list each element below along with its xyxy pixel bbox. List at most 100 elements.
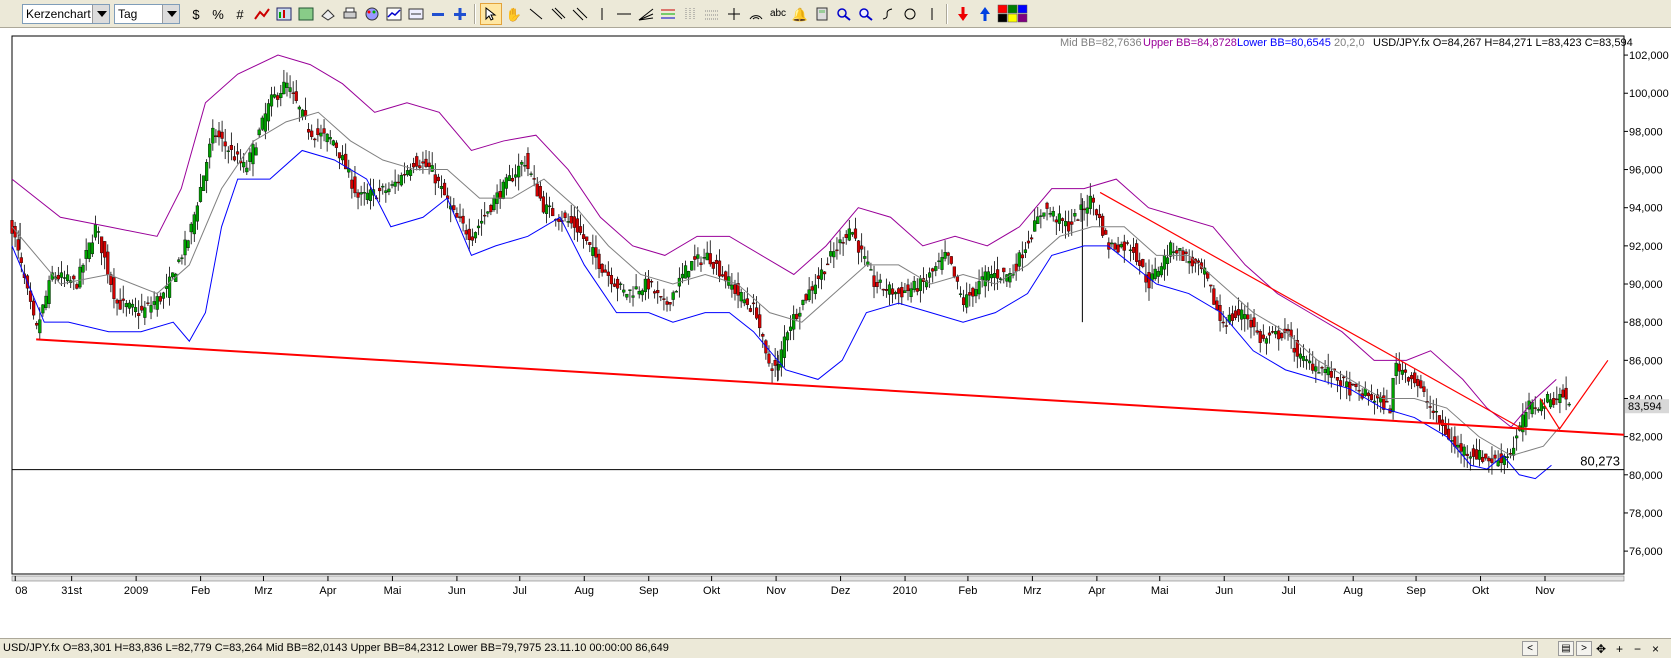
candle-up <box>476 225 481 229</box>
fan-lines-icon[interactable] <box>635 3 657 25</box>
candle-down <box>109 274 113 285</box>
candle-down <box>585 236 589 241</box>
currency-scale-icon[interactable]: $ <box>192 6 200 22</box>
chart-type-select[interactable]: Kerzenchart <box>22 4 110 24</box>
candle-down <box>615 278 620 289</box>
freehand-icon[interactable] <box>877 3 899 25</box>
candle-down <box>822 271 827 275</box>
candle-up <box>211 127 215 144</box>
color-palette[interactable] <box>996 3 1040 25</box>
candle-down <box>1459 443 1463 452</box>
chart-window-icon[interactable] <box>273 3 295 25</box>
pointer-icon[interactable] <box>480 3 502 25</box>
candle-up <box>776 363 780 371</box>
grid-lines-icon[interactable] <box>701 3 723 25</box>
calculator-icon[interactable] <box>811 3 833 25</box>
x-tick-label: Nov <box>1535 585 1555 597</box>
candle-up <box>1088 195 1092 209</box>
candle-up <box>986 271 990 281</box>
candle-down <box>588 242 592 245</box>
print-icon[interactable] <box>339 3 361 25</box>
sell-arrow-icon[interactable] <box>952 3 974 25</box>
chart-area[interactable]: 80,273 102,000 100,000 98,000 96,000 94,000 9… <box>0 28 1671 638</box>
candle-down <box>767 353 771 364</box>
channel-icon[interactable] <box>569 3 591 25</box>
parallel-lines-icon[interactable] <box>547 3 569 25</box>
zoom-out-icon[interactable] <box>427 3 449 25</box>
chevron-down-icon[interactable] <box>92 5 109 23</box>
move-icon[interactable]: ✥ <box>1596 642 1607 656</box>
text-tool-icon[interactable]: abc <box>769 8 787 19</box>
palette-icon[interactable] <box>361 3 383 25</box>
candle-down <box>121 298 125 301</box>
trendline-icon[interactable] <box>525 3 547 25</box>
candle-down <box>316 128 320 136</box>
candle-up <box>93 224 98 238</box>
candle-up <box>1187 261 1191 264</box>
candle-down <box>214 135 218 137</box>
candle-down <box>418 165 422 169</box>
candle-up <box>1502 455 1506 465</box>
candle-up <box>492 198 496 211</box>
add-icon[interactable]: + <box>1616 642 1624 656</box>
buy-arrow-icon[interactable] <box>974 3 996 25</box>
candle-up <box>829 251 833 257</box>
candle-down <box>140 305 144 311</box>
color-swatches[interactable] <box>996 3 1040 25</box>
candle-up <box>619 283 623 285</box>
hand-icon[interactable]: ✋ <box>505 6 523 22</box>
cursor-line-icon[interactable] <box>921 3 943 25</box>
bollinger-bands <box>11 54 1560 480</box>
period-value: Tag <box>118 7 138 21</box>
remove-icon[interactable]: − <box>1634 642 1642 656</box>
indicator-icon[interactable] <box>251 3 273 25</box>
candle-up <box>226 150 230 152</box>
candle-up <box>903 290 907 294</box>
period-select[interactable]: Tag <box>114 4 180 24</box>
candle-up <box>625 293 629 298</box>
candle-down <box>733 284 737 294</box>
candle-down <box>646 278 651 290</box>
grid-icon[interactable]: # <box>236 6 244 22</box>
candle-down <box>1091 197 1095 203</box>
alarm-bell-icon[interactable]: 🔔 <box>791 6 809 22</box>
image-icon[interactable] <box>295 3 317 25</box>
scroll-left-icon[interactable]: < <box>1522 641 1538 656</box>
arc-icon[interactable] <box>745 3 767 25</box>
candle-down <box>600 263 604 273</box>
percent-scale-icon[interactable]: % <box>212 6 224 22</box>
candle-up <box>439 186 444 189</box>
magnifier-icon[interactable] <box>833 3 855 25</box>
crosshair-icon[interactable] <box>723 3 745 25</box>
candle-down <box>557 218 561 222</box>
candle-down <box>1258 331 1262 343</box>
candle-down <box>612 283 617 287</box>
candle-down <box>118 300 122 310</box>
candlestick-chart[interactable]: 80,273 102,000 100,000 98,000 96,000 94,000 9… <box>0 28 1671 638</box>
y-tick-label: 90,000 <box>1629 279 1663 291</box>
fibonacci-icon[interactable] <box>657 3 679 25</box>
candle-up <box>631 295 635 298</box>
candle-down <box>795 313 799 320</box>
candle-up <box>399 175 403 186</box>
ellipse-icon[interactable] <box>899 3 921 25</box>
candle-up <box>251 144 255 165</box>
zoom-in-icon[interactable] <box>449 3 471 25</box>
chevron-down-icon[interactable] <box>162 5 179 23</box>
page-icon[interactable]: ▤ <box>1558 641 1574 656</box>
scroll-right-icon[interactable]: > <box>1576 641 1592 656</box>
horizontal-line-icon[interactable] <box>613 3 635 25</box>
candle-down <box>291 92 295 94</box>
gann-icon[interactable] <box>679 3 701 25</box>
x-tick-label: Aug <box>574 585 594 597</box>
y-axis: 102,000 100,000 98,000 96,000 94,000 92,000 90… <box>1624 50 1669 558</box>
candle-up <box>124 303 128 308</box>
vertical-line-icon[interactable] <box>591 3 613 25</box>
candle-up <box>1023 249 1028 253</box>
export-icon[interactable] <box>405 3 427 25</box>
close-icon[interactable]: × <box>1652 642 1660 656</box>
zoom-area-icon[interactable] <box>855 3 877 25</box>
eraser-icon[interactable] <box>317 3 339 25</box>
chart-settings-icon[interactable] <box>383 3 405 25</box>
candle-up <box>47 280 51 304</box>
